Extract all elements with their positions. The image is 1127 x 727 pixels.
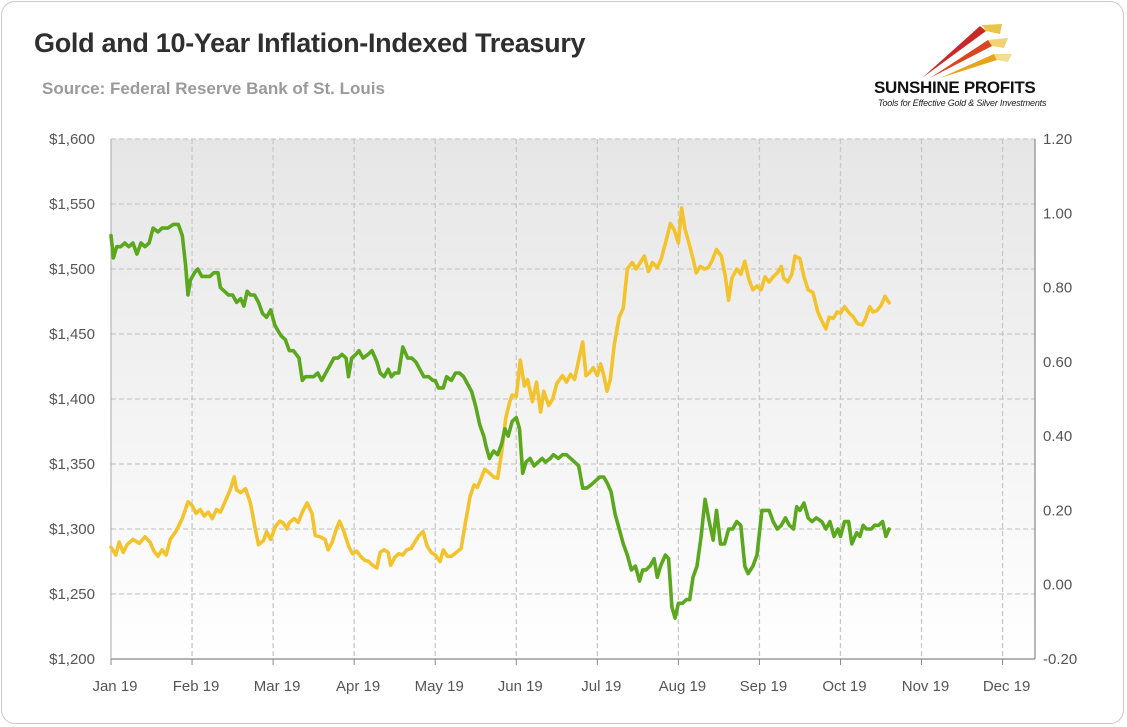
right-axis-tick-label: 1.00	[1043, 205, 1072, 222]
right-axis-tick-label: 0.60	[1043, 354, 1072, 371]
logo-sun-rays-icon	[922, 24, 1012, 78]
x-axis-tick-label: Mar 19	[254, 678, 301, 695]
chart-title: Gold and 10-Year Inflation-Indexed Treas…	[34, 28, 586, 58]
right-axis-tick-label: 0.40	[1043, 428, 1072, 445]
right-axis-tick-label: -0.20	[1043, 651, 1077, 668]
x-axis-tick-label: Jun 19	[498, 678, 543, 695]
left-axis-tick-label: $1,200	[49, 651, 95, 668]
right-axis-tick-label: 0.80	[1043, 280, 1072, 297]
left-axis-tick-label: $1,550	[49, 196, 95, 213]
x-axis-tick-label: Jan 19	[92, 678, 137, 695]
x-axis-tick-label: Jul 19	[581, 678, 621, 695]
x-axis-tick-label: Oct 19	[822, 678, 866, 695]
x-axis-tick-label: May 19	[415, 678, 464, 695]
x-axis-tick-label: Feb 19	[173, 678, 220, 695]
right-axis-tick-label: 1.20	[1043, 131, 1072, 148]
logo-name: SUNSHINE PROFITS	[874, 78, 1036, 97]
left-axis-tick-label: $1,400	[49, 391, 95, 408]
right-axis-tick-label: 0.20	[1043, 502, 1072, 519]
left-axis-tick-label: $1,250	[49, 586, 95, 603]
left-axis-tick-label: $1,600	[49, 131, 95, 148]
series-line-gold	[109, 206, 891, 570]
left-axis-tick-label: $1,500	[49, 261, 95, 278]
left-axis-tick-label: $1,300	[49, 521, 95, 538]
chart-source: Source: Federal Reserve Bank of St. Loui…	[42, 79, 385, 98]
x-axis-tick-label: Sep 19	[740, 678, 788, 695]
x-axis-tick-label: Nov 19	[902, 678, 950, 695]
x-axis-tick-label: Apr 19	[336, 678, 380, 695]
x-axis-tick-label: Aug 19	[659, 678, 707, 695]
right-axis-tick-label: 0.00	[1043, 577, 1072, 594]
x-axis-tick-label: Dec 19	[983, 678, 1031, 695]
logo-tagline: Tools for Effective Gold & Silver Invest…	[878, 98, 1047, 108]
sunshine-profits-logo: SUNSHINE PROFITS Tools for Effective Gol…	[870, 22, 1070, 114]
series-line-10-year-tips-yield	[109, 222, 891, 620]
left-axis-tick-label: $1,450	[49, 326, 95, 343]
left-axis-tick-label: $1,350	[49, 456, 95, 473]
